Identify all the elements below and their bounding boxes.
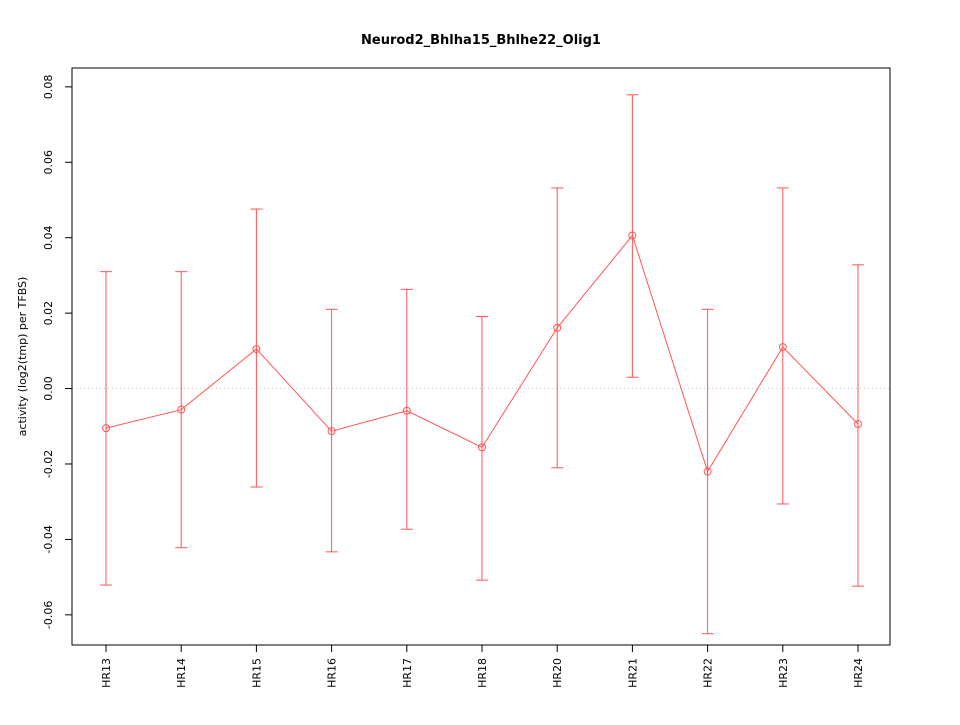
x-tick-label: HR18 (476, 658, 489, 688)
data-point (402, 406, 411, 415)
series-line (105, 234, 859, 473)
data-point (478, 443, 486, 452)
y-tick-label: 0.04 (42, 225, 55, 250)
y-tick-label: 0.06 (42, 150, 55, 175)
x-tick-label: HR23 (777, 658, 790, 688)
data-point (553, 323, 562, 332)
data-point (703, 467, 712, 476)
plot-border (71, 67, 891, 646)
data-point (854, 420, 862, 429)
y-tick-label: -0.06 (42, 601, 55, 629)
y-tick-label: -0.02 (42, 450, 55, 478)
y-axis-label: activity (log2(tmp) per TFBS) (16, 277, 29, 437)
x-tick-label: HR22 (702, 658, 715, 688)
x-tick-label: HR24 (852, 658, 865, 688)
x-tick-label: HR14 (175, 658, 188, 688)
y-tick-label: -0.04 (42, 525, 55, 553)
x-tick-label: HR16 (326, 658, 339, 688)
data-point (778, 343, 787, 352)
y-tick-label: 0.08 (42, 75, 55, 100)
data-point (102, 424, 110, 433)
y-tick-label: 0.00 (42, 376, 55, 401)
x-tick-label: HR17 (401, 658, 414, 688)
data-point (177, 405, 186, 414)
y-tick-label: 0.02 (42, 301, 55, 326)
data-point (628, 231, 637, 240)
x-tick-label: HR21 (626, 658, 639, 688)
data-point (327, 427, 336, 436)
x-tick-label: HR20 (551, 658, 564, 688)
chart-title: Neurod2_Bhlha15_Bhlhe22_Olig1 (361, 33, 601, 48)
x-tick-label: HR13 (100, 658, 113, 688)
data-point (252, 344, 261, 353)
x-tick-label: HR15 (250, 658, 263, 688)
